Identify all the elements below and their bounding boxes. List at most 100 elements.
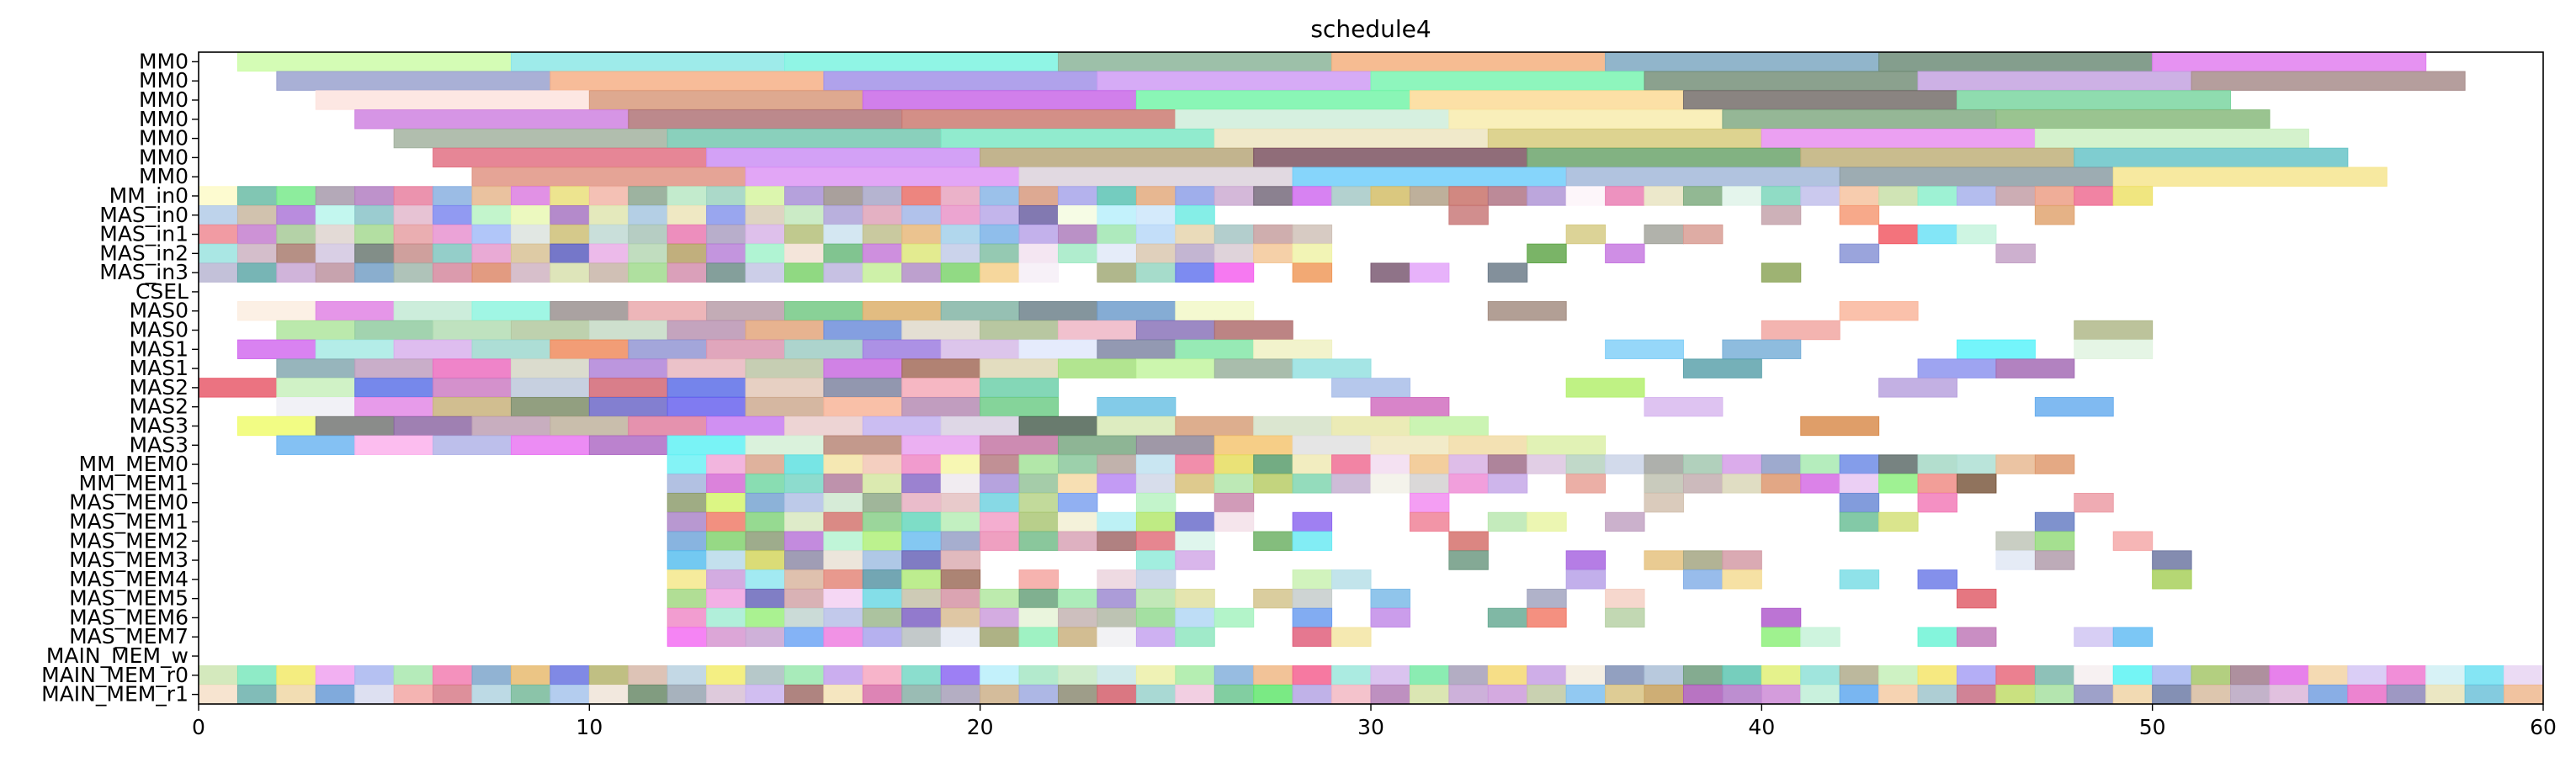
task-bar — [980, 607, 1020, 628]
task-bar — [1957, 186, 1997, 206]
task-bar — [1058, 51, 1333, 72]
task-bar — [2074, 339, 2154, 359]
task-bar — [1175, 205, 1215, 225]
task-bar — [940, 186, 981, 206]
task-bar — [1917, 71, 2192, 91]
task-bar — [1018, 416, 1098, 437]
task-bar — [745, 492, 785, 513]
task-bar — [980, 627, 1020, 647]
task-bar — [1058, 511, 1098, 532]
task-bar — [2152, 684, 2192, 705]
task-bar — [1058, 435, 1137, 455]
task-bar — [1448, 531, 1489, 551]
task-bar — [745, 627, 785, 647]
task-bar — [393, 684, 434, 705]
task-bar — [1448, 454, 1489, 474]
task-bar — [667, 607, 708, 628]
task-bar — [1097, 454, 1137, 474]
task-bar — [862, 511, 903, 532]
task-bar — [1135, 474, 1176, 494]
task-bar — [2504, 665, 2544, 686]
task-bar — [1175, 511, 1215, 532]
task-bar — [433, 262, 473, 283]
task-bar — [1839, 665, 1880, 686]
task-bar — [276, 262, 316, 283]
x-tick-label: 50 — [2139, 715, 2166, 739]
task-bar — [2269, 665, 2309, 686]
task-bar — [198, 378, 278, 398]
task-bar — [1175, 109, 1450, 130]
y-tick-label: MM_MEM0 — [79, 452, 189, 476]
task-bar — [1175, 531, 1215, 551]
task-bar — [1878, 51, 2154, 72]
task-bar — [823, 262, 863, 283]
task-bar — [1682, 665, 1724, 686]
task-bar — [1097, 684, 1137, 705]
task-bar — [1957, 627, 1997, 647]
task-bar — [901, 186, 942, 206]
y-tick-label: MAS_MEM5 — [69, 586, 189, 611]
task-bar — [2034, 665, 2075, 686]
task-bar — [588, 665, 629, 686]
task-bar — [823, 205, 863, 225]
task-bar — [667, 550, 708, 570]
task-bar — [1331, 186, 1372, 206]
task-bar — [1800, 627, 1840, 647]
task-bar — [1097, 607, 1137, 628]
task-bar — [1175, 607, 1215, 628]
task-bar — [1292, 627, 1333, 647]
task-bar — [1058, 186, 1098, 206]
task-bar — [1409, 474, 1450, 494]
task-bar — [1839, 186, 1880, 206]
task-bar — [823, 454, 863, 474]
x-tick-label: 60 — [2530, 715, 2557, 739]
task-bar — [276, 71, 551, 91]
task-bar — [862, 186, 903, 206]
task-bar — [1527, 588, 1567, 609]
task-bar — [1800, 684, 1840, 705]
task-bar — [667, 454, 708, 474]
task-bar — [2347, 684, 2387, 705]
task-bar — [315, 243, 356, 264]
task-bar — [1018, 684, 1060, 705]
task-bar — [1839, 569, 1880, 590]
task-bar — [2034, 454, 2075, 474]
x-tick-label: 10 — [576, 715, 603, 739]
task-bar — [667, 665, 708, 686]
task-bar — [823, 511, 863, 532]
task-bar — [1487, 454, 1528, 474]
task-bar — [823, 71, 1098, 91]
task-bar — [2152, 665, 2192, 686]
task-bar — [2347, 665, 2387, 686]
task-bar — [901, 435, 981, 455]
task-bar — [706, 224, 746, 245]
task-bar — [1058, 531, 1098, 551]
task-bar — [1565, 474, 1607, 494]
task-bar — [433, 224, 473, 245]
task-bar — [628, 262, 668, 283]
y-tick-label: MAS2 — [130, 375, 189, 400]
task-bar — [862, 531, 903, 551]
task-bar — [1409, 416, 1489, 437]
task-bar — [862, 627, 903, 647]
task-bar — [1878, 474, 1919, 494]
task-bar — [315, 416, 395, 437]
task-bar — [823, 378, 903, 398]
task-bar — [1565, 224, 1607, 245]
task-bar — [1761, 186, 1802, 206]
task-bar — [745, 607, 785, 628]
task-bar — [1995, 531, 2036, 551]
task-bar — [901, 320, 981, 341]
task-bar — [588, 358, 668, 378]
task-bar — [823, 186, 863, 206]
task-bar — [1175, 627, 1215, 647]
task-bar — [2112, 627, 2154, 647]
task-bar — [1253, 339, 1333, 359]
task-bar — [940, 569, 981, 590]
task-bar — [980, 320, 1060, 341]
task-bar — [1214, 224, 1255, 245]
task-bar — [550, 224, 590, 245]
task-bar — [1957, 474, 1997, 494]
task-bar — [667, 378, 746, 398]
task-bar — [940, 684, 981, 705]
